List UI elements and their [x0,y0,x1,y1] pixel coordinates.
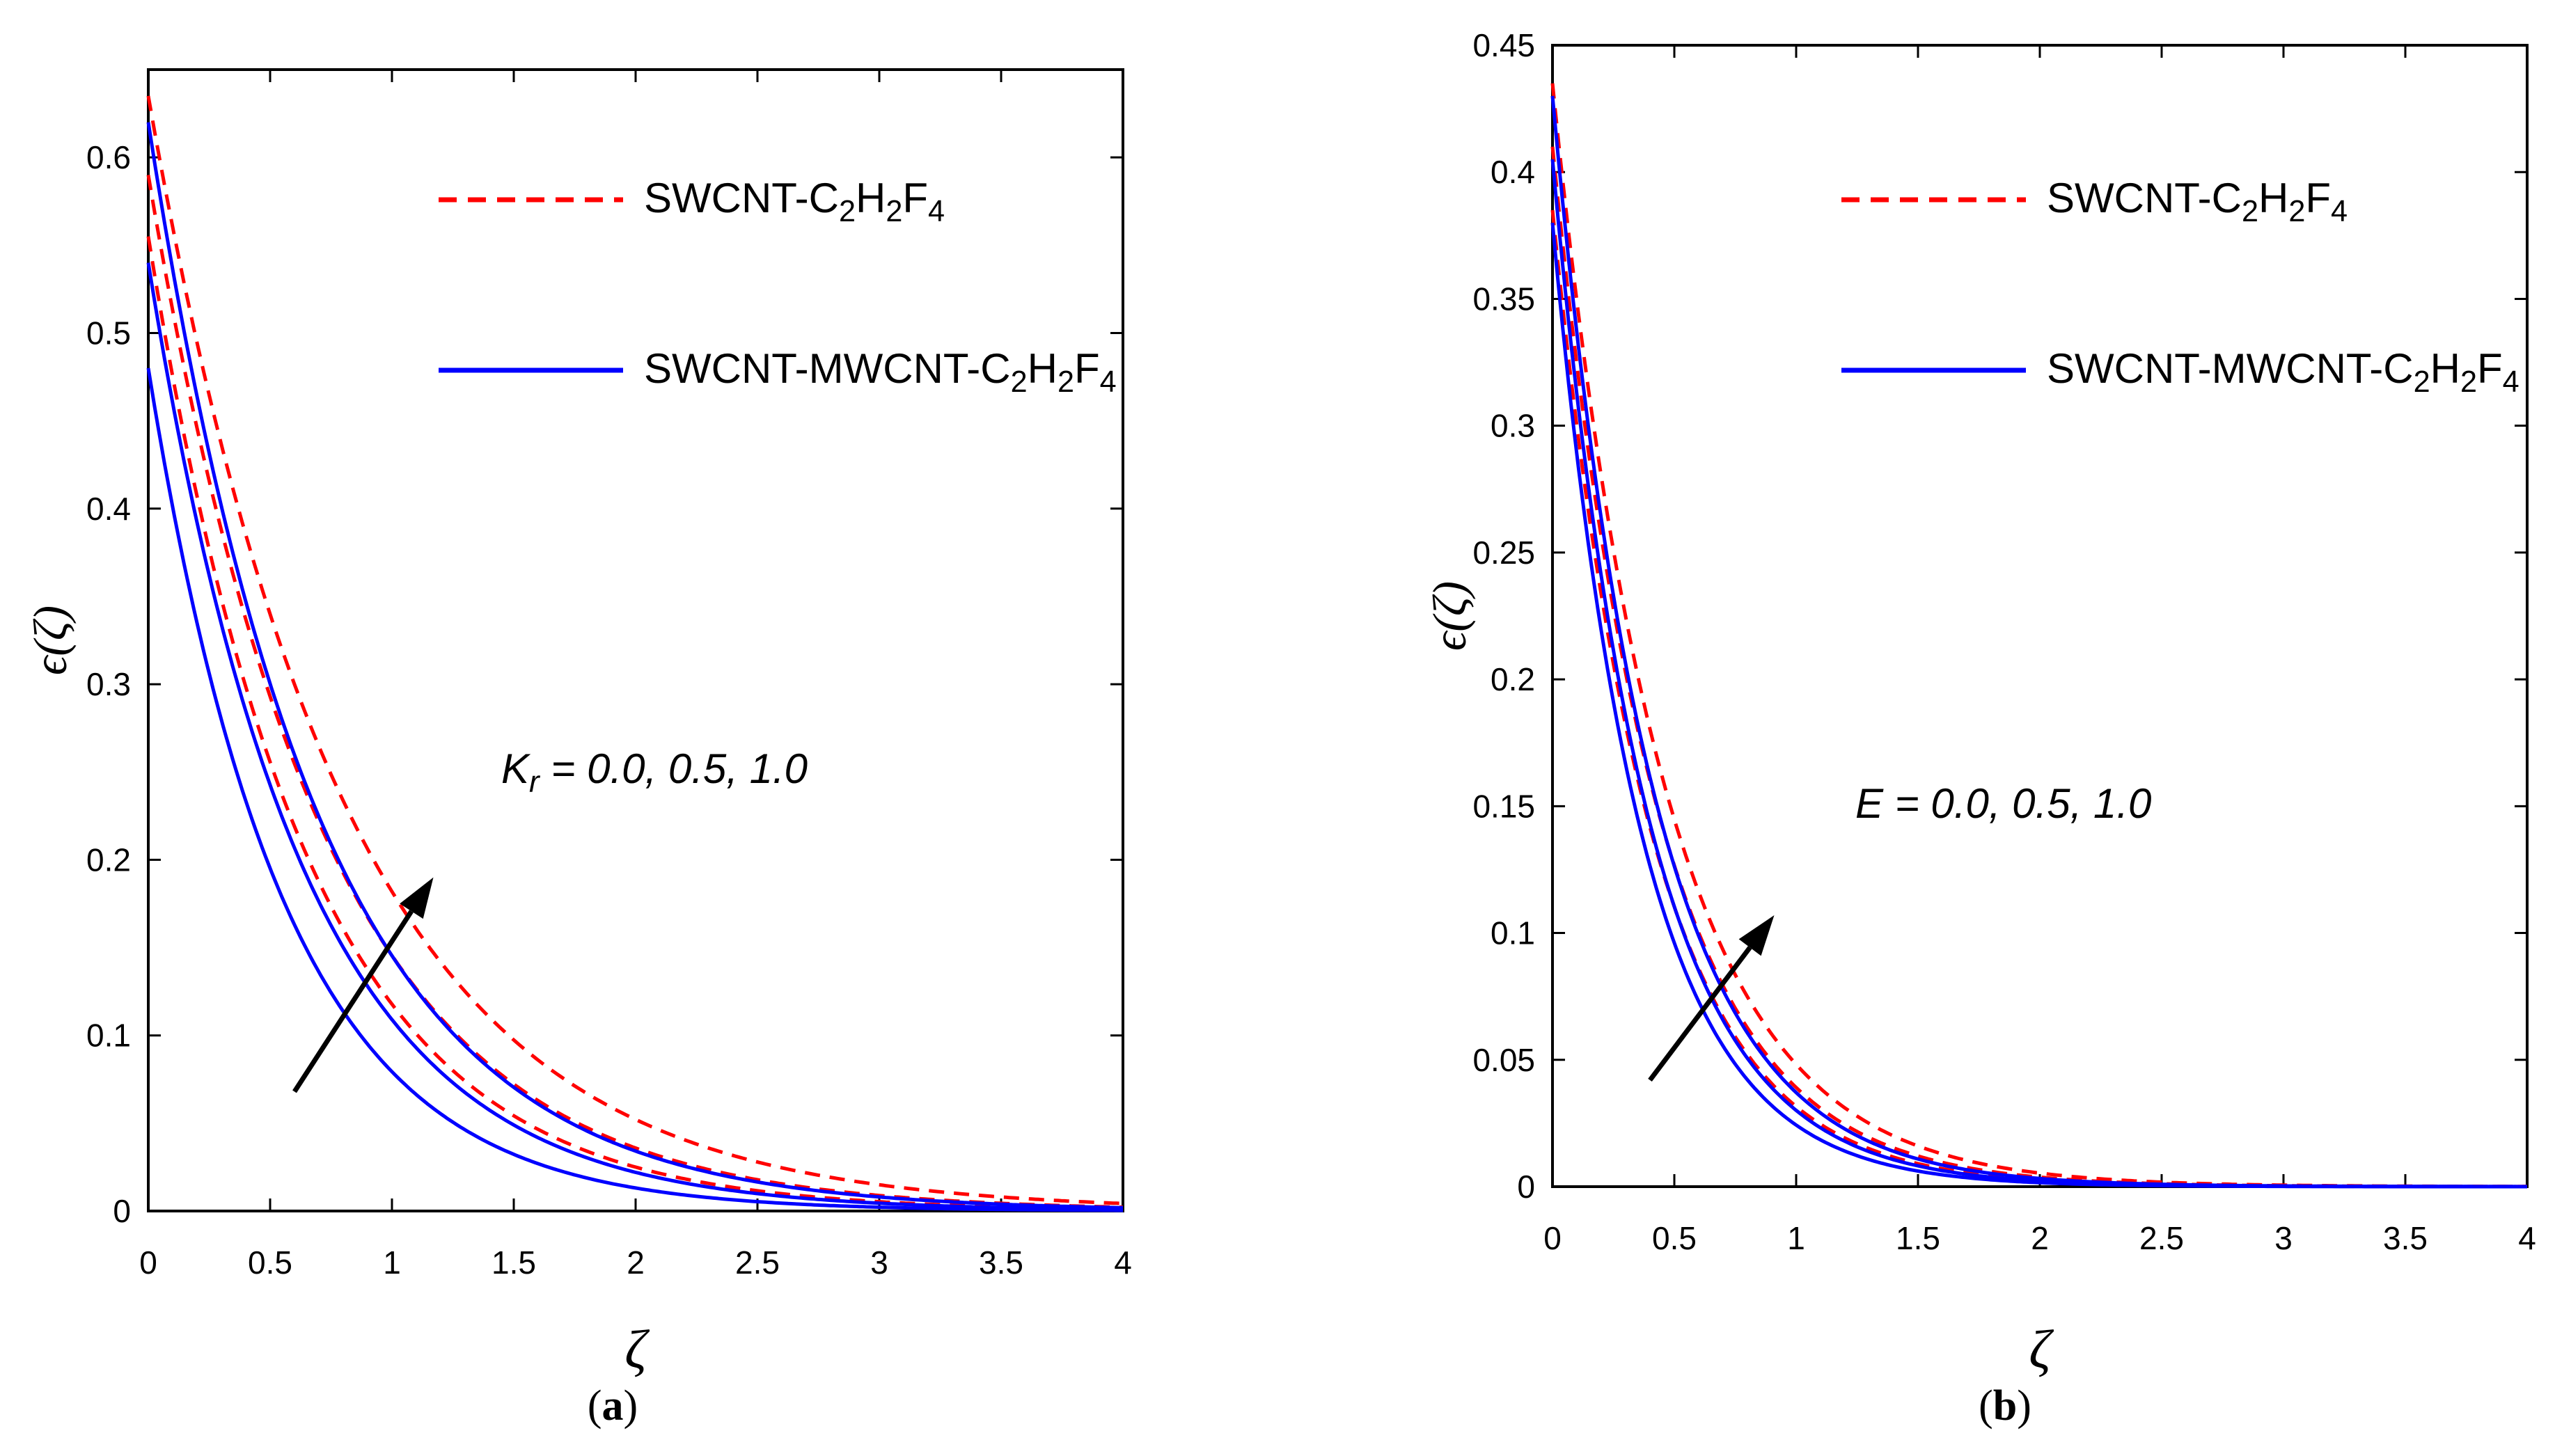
y-tick-label: 0.05 [1472,1042,1535,1078]
x-tick-label: 4 [2518,1220,2536,1256]
panel-label: (a) [588,1382,638,1430]
y-axis-label: ϵ(ζ) [1423,581,1476,651]
y-tick-label: 0.4 [86,491,131,527]
series-line-swcnt [1550,83,2527,1189]
x-tick-label: 3.5 [2383,1220,2428,1256]
series-line-swcnt-mwcnt [146,122,1124,1210]
panel-label: (b) [1979,1382,2031,1430]
y-tick-label: 0.4 [1491,154,1535,190]
y-tick-label: 0.15 [1472,788,1535,824]
series-line-swcnt [146,174,1124,1209]
y-axis-label: ϵ(ζ) [24,606,77,675]
annotation-text: E = 0.0, 0.5, 1.0 [1855,780,2151,827]
x-tick-label: 1 [383,1244,401,1281]
legend-label-swcnt: SWCNT-C2H2F4 [2047,175,2348,228]
legend-label-swcnt-mwcnt: SWCNT-MWCNT-C2H2F4 [2047,345,2519,399]
y-tick-label: 0.3 [1491,408,1535,444]
x-tick-label: 2.5 [735,1244,780,1281]
x-tick-label: 1.5 [1896,1220,1940,1256]
annotation-arrow-head [400,877,434,919]
x-tick-label: 1.5 [492,1244,536,1281]
x-tick-label: 2 [627,1244,645,1281]
x-tick-label: 0.5 [248,1244,292,1281]
panel-b: 0 0.5 1 1.5 2 2.5 3 3.5 4 0 0.05 0.1 0.15 0.2 0.25 0.3 0… [1423,27,2536,1430]
annotation-text: Kr = 0.0, 0.5, 1.0 [501,745,808,799]
legend-label-swcnt-mwcnt: SWCNT-MWCNT-C2H2F4 [644,345,1117,399]
y-tick-label: 0.35 [1472,280,1535,317]
y-tick-label: 0.5 [86,315,131,351]
x-tick-label: 4 [1114,1244,1132,1281]
x-tick-label: 0 [1543,1220,1562,1256]
series-line-swcnt-mwcnt [1550,95,2527,1189]
x-axis-label: ζ [624,1319,650,1379]
y-tick-label: 0.2 [1491,661,1535,697]
x-axis-label: ζ [2029,1319,2054,1379]
y-tick-label: 0.1 [86,1018,131,1054]
annotation-arrow-head [1738,915,1775,956]
y-tick-label: 0.25 [1472,535,1535,571]
y-tick-label: 0.1 [1491,915,1535,951]
x-tick-label: 1 [1787,1220,1805,1256]
annotation-arrow [292,910,414,1093]
legend-label-swcnt: SWCNT-C2H2F4 [644,175,945,228]
x-tick-label: 3 [870,1244,888,1281]
annotation-arrow [1648,946,1752,1082]
series-line-swcnt-mwcnt [146,367,1123,1212]
x-tick-label: 2.5 [2139,1220,2184,1256]
series-line-swcnt-mwcnt [146,262,1123,1212]
plot-frame [147,68,1124,1212]
x-tick-label: 2 [2031,1220,2049,1256]
y-tick-label: 0.2 [86,841,131,878]
x-tick-label: 0 [139,1244,157,1281]
series-line-swcnt-mwcnt [1550,159,2527,1189]
y-tick-label: 0 [1517,1169,1535,1205]
series-line-swcnt [146,95,1124,1205]
y-tick-label: 0.45 [1472,27,1535,63]
y-tick-label: 0 [113,1193,131,1229]
y-tick-label: 0.6 [86,139,131,175]
x-tick-label: 3 [2274,1220,2293,1256]
panel-a: 0 0.5 1 1.5 2 2.5 3 3.5 4 0 0.1 0.2 0.3 0.4 0.5 0.6 SWCN… [24,68,1132,1430]
series-line-swcnt [1550,146,2527,1189]
x-tick-label: 0.5 [1652,1220,1697,1256]
x-tick-label: 3.5 [979,1244,1023,1281]
y-tick-label: 0.3 [86,666,131,702]
